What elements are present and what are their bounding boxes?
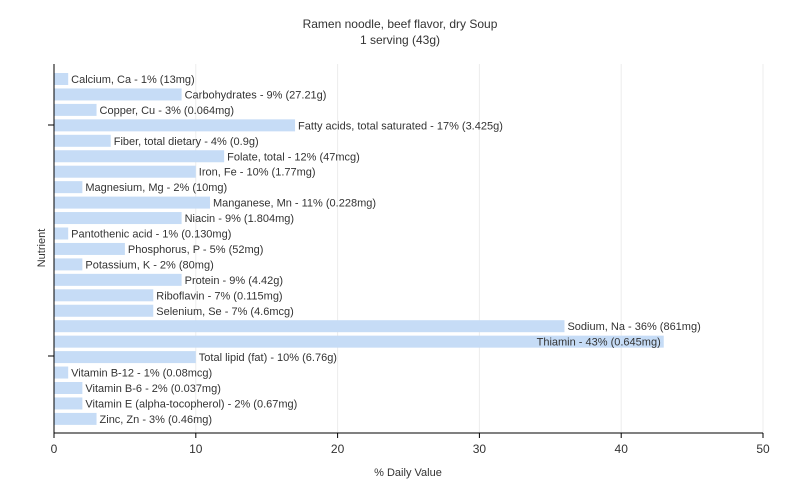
x-tick-label: 10 bbox=[189, 442, 203, 456]
bar-label: Fiber, total dietary - 4% (0.9g) bbox=[114, 136, 259, 148]
bar bbox=[54, 320, 565, 333]
y-axis-title: Nutrient bbox=[36, 229, 48, 268]
bar-layer bbox=[54, 73, 664, 425]
bar bbox=[54, 88, 182, 101]
bar bbox=[54, 73, 69, 85]
bar bbox=[54, 289, 154, 302]
bar-label: Pantothenic acid - 1% (0.130mg) bbox=[71, 229, 231, 241]
bar bbox=[54, 150, 225, 163]
bar-label: Fatty acids, total saturated - 17% (3.42… bbox=[298, 120, 503, 132]
bar-label: Copper, Cu - 3% (0.064mg) bbox=[100, 105, 235, 117]
bar-label: Vitamin B-6 - 2% (0.037mg) bbox=[85, 383, 221, 395]
bar-label: Total lipid (fat) - 10% (6.76g) bbox=[199, 352, 337, 364]
bar-label: Niacin - 9% (1.804mg) bbox=[185, 213, 294, 225]
bar-label: Selenium, Se - 7% (4.6mcg) bbox=[156, 306, 294, 318]
bar-label: Magnesium, Mg - 2% (10mg) bbox=[85, 182, 227, 194]
bar-label: Folate, total - 12% (47mcg) bbox=[227, 151, 360, 163]
bar-label: Vitamin E (alpha-tocopherol) - 2% (0.67m… bbox=[85, 398, 297, 410]
bar bbox=[54, 304, 154, 317]
bar bbox=[54, 165, 196, 178]
bar bbox=[54, 119, 296, 132]
bar bbox=[54, 273, 182, 286]
bar-label: Sodium, Na - 36% (861mg) bbox=[567, 321, 700, 333]
bar-label: Manganese, Mn - 11% (0.228mg) bbox=[213, 198, 376, 210]
bar bbox=[54, 382, 83, 394]
bar-label: Iron, Fe - 10% (1.77mg) bbox=[199, 167, 316, 179]
bar bbox=[54, 103, 97, 116]
bar bbox=[54, 366, 69, 379]
bar-label: Zinc, Zn - 3% (0.46mg) bbox=[100, 414, 212, 426]
x-tick-label: 30 bbox=[473, 442, 487, 456]
bar bbox=[54, 134, 111, 147]
bar-label: Carbohydrates - 9% (27.21g) bbox=[185, 89, 327, 101]
bar bbox=[54, 212, 182, 225]
bar-label: Riboflavin - 7% (0.115mg) bbox=[156, 290, 282, 302]
bar-label: Vitamin B-12 - 1% (0.08mcg) bbox=[71, 368, 212, 380]
bar bbox=[54, 181, 83, 194]
x-tick-label: 50 bbox=[756, 442, 770, 456]
bar-label: Protein - 9% (4.42g) bbox=[185, 275, 283, 287]
x-tick-label: 0 bbox=[51, 442, 58, 456]
axis-layer: 0 10 20 30 40 50 bbox=[48, 64, 770, 456]
chart-subtitle: 1 serving (43g) bbox=[359, 33, 441, 47]
bar-label: Phosphorus, P - 5% (52mg) bbox=[128, 244, 264, 256]
x-tick-label: 40 bbox=[615, 442, 629, 456]
grid-layer bbox=[195, 64, 764, 433]
bar-label-layer: Calcium, Ca - 1% (13mg) Carbohydrates - 9… bbox=[71, 74, 701, 426]
bar bbox=[54, 242, 125, 255]
x-axis-title: % Daily Value bbox=[374, 467, 442, 479]
bar bbox=[54, 397, 83, 410]
bar bbox=[54, 351, 196, 364]
bar bbox=[54, 412, 97, 425]
bar-label: Thiamin - 43% (0.645mg) bbox=[537, 337, 661, 349]
bar bbox=[54, 227, 69, 240]
x-tick-label: 20 bbox=[331, 442, 345, 456]
bar-label: Calcium, Ca - 1% (13mg) bbox=[71, 74, 194, 86]
bar bbox=[54, 258, 83, 271]
bar bbox=[54, 335, 664, 348]
chart-title: Ramen noodle, beef flavor, dry Soup bbox=[302, 17, 498, 31]
bar-label: Potassium, K - 2% (80mg) bbox=[85, 259, 213, 271]
bar bbox=[54, 196, 210, 209]
